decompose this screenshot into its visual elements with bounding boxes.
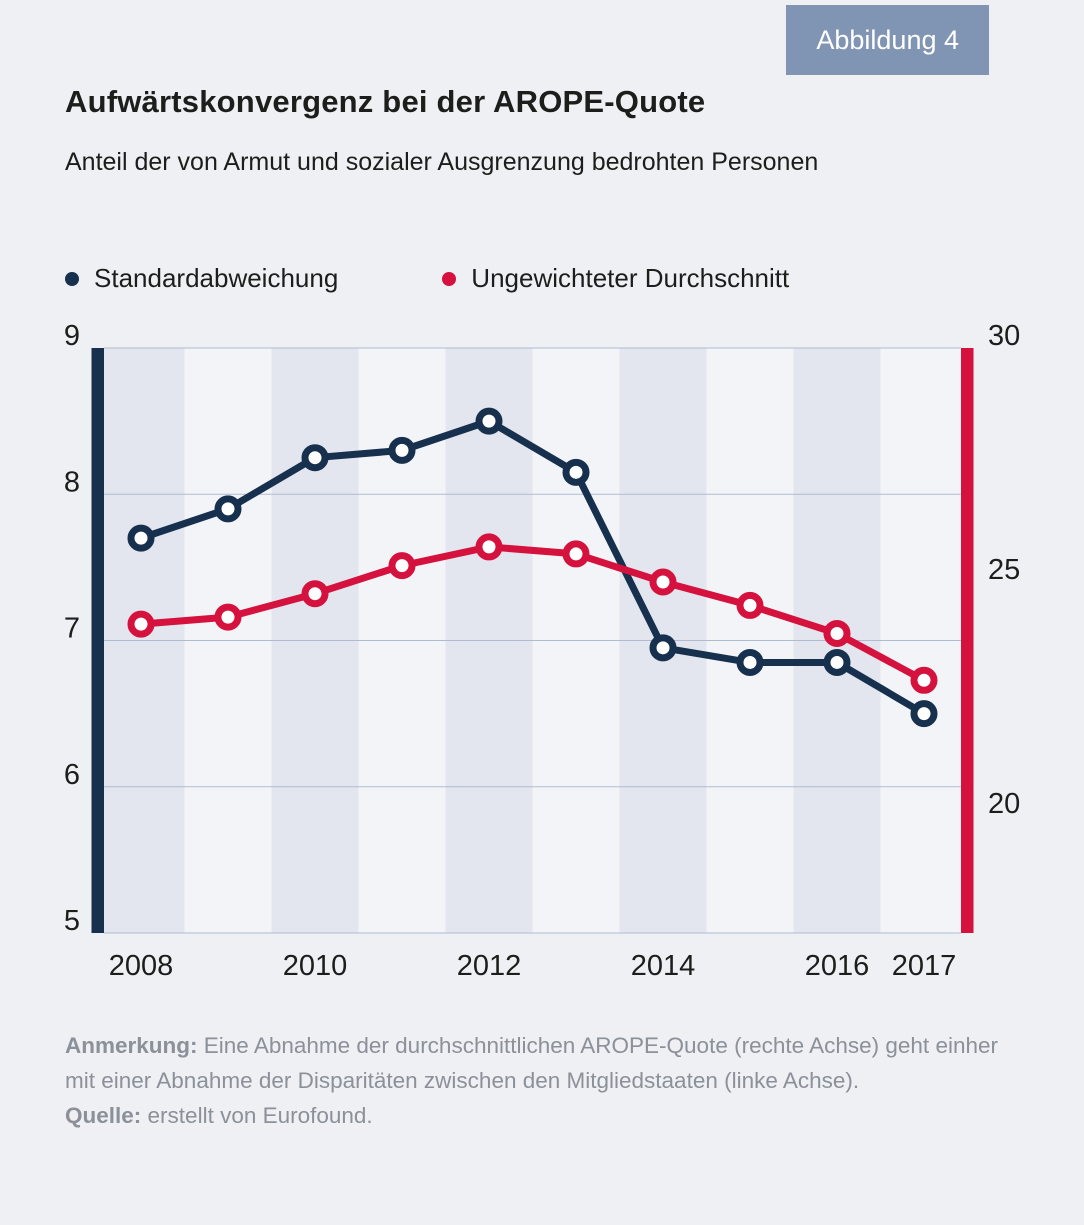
data-point-marker bbox=[823, 648, 851, 676]
source-paragraph: Quelle: erstellt von Eurofound. bbox=[65, 1098, 1017, 1133]
left-axis-tick-label: 7 bbox=[64, 613, 80, 645]
left-axis-tick-label: 9 bbox=[64, 320, 80, 352]
data-point-marker bbox=[736, 648, 764, 676]
data-point-marker bbox=[301, 580, 329, 608]
chart-title: Aufwärtskonvergenz bei der AROPE-Quote bbox=[65, 84, 706, 119]
figure-badge: Abbildung 4 bbox=[786, 5, 989, 75]
data-point-marker bbox=[562, 540, 590, 568]
line-chart: 9 8 7 6 5 30 25 20 2008 2010 2012 2014 2016 2017 bbox=[64, 320, 1020, 982]
x-axis-tick-label: 2008 bbox=[109, 950, 174, 982]
note-label: Anmerkung: bbox=[65, 1033, 198, 1058]
left-axis-tick-label: 6 bbox=[64, 759, 80, 791]
data-point-marker bbox=[214, 603, 242, 631]
legend-item-standardabweichung: Standardabweichung bbox=[65, 263, 338, 294]
x-axis-tick-label: 2010 bbox=[283, 950, 348, 982]
series-line-right bbox=[137, 543, 928, 684]
data-point-marker bbox=[214, 495, 242, 523]
data-point-marker bbox=[649, 634, 677, 662]
data-point-marker bbox=[823, 619, 851, 647]
source-text: erstellt von Eurofound. bbox=[147, 1103, 373, 1128]
chart-footnote: Anmerkung: Eine Abnahme der durchschnitt… bbox=[65, 1028, 1017, 1133]
right-axis-tick-label: 30 bbox=[988, 320, 1020, 352]
legend-item-durchschnitt: Ungewichteter Durchschnitt bbox=[442, 263, 789, 294]
right-axis-bar bbox=[961, 348, 974, 933]
right-axis-tick-label: 20 bbox=[988, 788, 1020, 820]
data-point-marker bbox=[388, 552, 416, 580]
legend-label: Standardabweichung bbox=[94, 263, 339, 293]
left-axis-bar bbox=[91, 348, 104, 933]
x-axis-tick-label: 2014 bbox=[631, 950, 696, 982]
data-point-marker bbox=[649, 568, 677, 596]
data-point-marker bbox=[475, 533, 503, 561]
chart-subtitle: Anteil der von Armut und sozialer Ausgre… bbox=[65, 148, 819, 176]
x-axis-tick-label: 2016 bbox=[805, 950, 870, 982]
x-axis-tick-label: 2012 bbox=[457, 950, 522, 982]
legend-marker-icon bbox=[65, 271, 79, 286]
legend-marker-icon bbox=[442, 271, 457, 286]
chart-legend: Standardabweichung Ungewichteter Durchsc… bbox=[65, 263, 789, 294]
note-paragraph: Anmerkung: Eine Abnahme der durchschnitt… bbox=[65, 1028, 1017, 1098]
series-line-left bbox=[137, 417, 928, 718]
data-point-marker bbox=[127, 610, 155, 638]
source-label: Quelle: bbox=[65, 1103, 142, 1128]
data-point-marker bbox=[127, 524, 155, 552]
left-axis-tick-label: 8 bbox=[64, 466, 80, 498]
data-point-marker bbox=[388, 436, 416, 464]
note-text: Eine Abnahme der durchschnittlichen AROP… bbox=[65, 1033, 998, 1093]
data-point-marker bbox=[301, 444, 329, 472]
x-axis-tick-label: 2017 bbox=[892, 950, 957, 982]
data-point-marker bbox=[475, 407, 503, 435]
data-point-marker bbox=[910, 700, 938, 728]
legend-label: Ungewichteter Durchschnitt bbox=[471, 263, 790, 293]
data-point-marker bbox=[910, 666, 938, 694]
data-point-marker bbox=[736, 591, 764, 619]
data-point-marker bbox=[562, 458, 590, 486]
left-axis-tick-label: 5 bbox=[64, 905, 80, 937]
right-axis-tick-label: 25 bbox=[988, 554, 1020, 586]
